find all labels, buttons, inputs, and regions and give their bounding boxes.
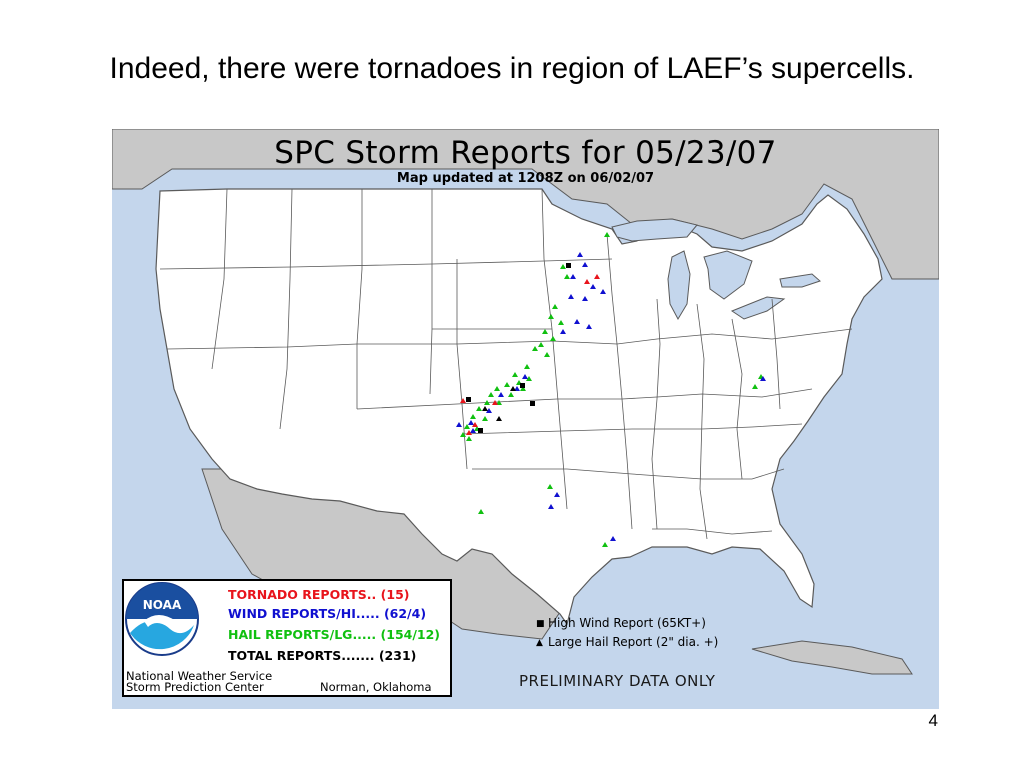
legend-wind: WIND REPORTS/HI..... (62/4) <box>228 606 427 621</box>
lake-huron <box>703 250 753 300</box>
org-location: Norman, Oklahoma <box>320 680 432 694</box>
high-wind-key: ■ High Wind Report (65KT+) <box>536 616 706 630</box>
page-number: 4 <box>928 711 938 730</box>
lake-michigan <box>667 250 691 321</box>
report-counts-legend: NOAA TORNADO REPORTS.. (15) WIND REPORTS… <box>122 579 452 697</box>
legend-tornado: TORNADO REPORTS.. (15) <box>228 587 410 602</box>
legend-total: TOTAL REPORTS....... (231) <box>228 648 417 663</box>
continental-us <box>155 188 883 626</box>
cuba-landmass <box>751 640 913 675</box>
org-line-1: National Weather Service <box>126 669 273 683</box>
lake-superior <box>611 218 698 242</box>
noaa-logo: NOAA <box>125 582 199 656</box>
square-icon: ■ <box>536 618 545 629</box>
high-wind-key-label: High Wind Report (65KT+) <box>548 616 706 630</box>
noaa-logo-text: NOAA <box>143 598 182 612</box>
map-subtitle: Map updated at 1208Z on 06/02/07 <box>396 171 655 186</box>
tornado-report-markers <box>460 274 600 435</box>
large-hail-key: ▲ Large Hail Report (2" dia. +) <box>536 635 718 649</box>
lake-ontario <box>779 273 821 288</box>
preliminary-note: PRELIMINARY DATA ONLY <box>519 672 716 690</box>
triangle-icon: ▲ <box>536 637 543 648</box>
canada-landmass <box>112 129 939 280</box>
org-line-2: Storm Prediction Center <box>126 680 264 694</box>
slide-title: Indeed, there were tornadoes in region o… <box>109 52 915 85</box>
map-title: SPC Storm Reports for 05/23/07 <box>274 135 777 171</box>
wind-report-markers <box>456 252 766 541</box>
legend-hail: HAIL REPORTS/LG..... (154/12) <box>228 627 441 642</box>
storm-reports-map: SPC Storm Reports for 05/23/07 Map updat… <box>112 129 939 709</box>
lake-erie <box>730 296 786 320</box>
significant-report-markers <box>466 263 571 433</box>
large-hail-key-label: Large Hail Report (2" dia. +) <box>548 635 719 649</box>
state-borders <box>159 188 853 540</box>
